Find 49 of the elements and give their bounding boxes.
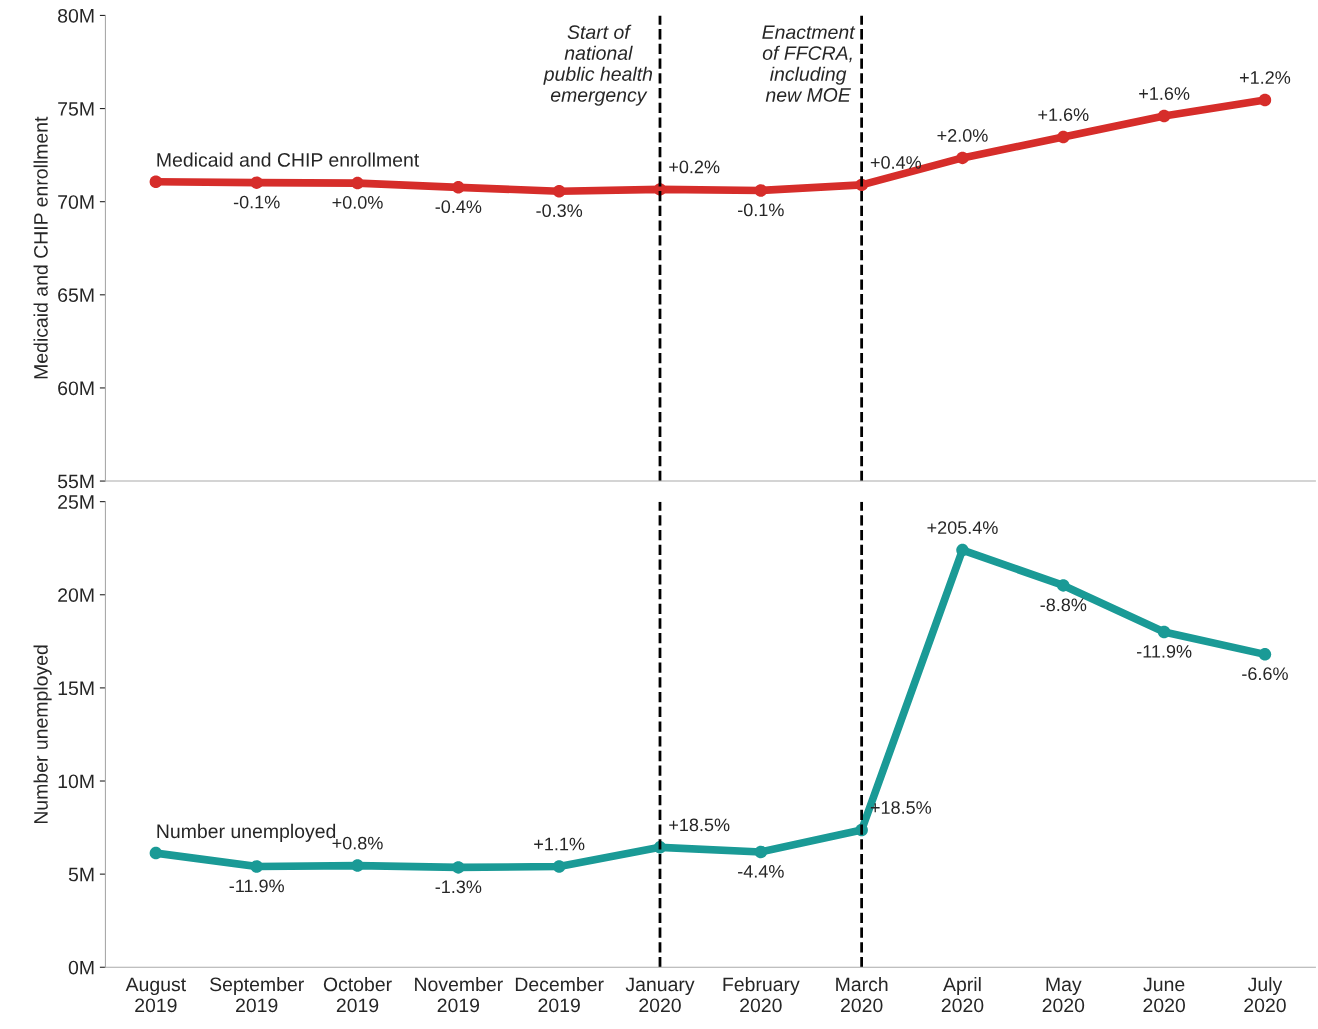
x-tick-label: August 2019 — [125, 977, 186, 1013]
annotation: -1.3% — [435, 880, 482, 894]
annotation: +205.4% — [927, 521, 998, 534]
annotation: -0.4% — [435, 200, 482, 214]
y-axis-title: Medicaid and CHIP enrollment — [33, 116, 48, 379]
annotation: +18.5% — [669, 818, 730, 832]
annotation: -8.8% — [1040, 598, 1087, 612]
annotation: -0.3% — [536, 204, 583, 218]
x-tick-label: June 2020 — [1143, 977, 1185, 1013]
x-tick-label: January 2020 — [625, 977, 695, 1013]
annotation: +1.6% — [1038, 108, 1089, 121]
y-tick-label: 70M — [58, 195, 94, 209]
y-tick-label: 65M — [58, 288, 94, 303]
y-tick-label: 10M — [58, 774, 94, 789]
annotation: Medicaid and CHIP enrollment — [157, 152, 420, 167]
annotation: +1.2% — [1239, 71, 1291, 84]
annotation: +0.2% — [669, 160, 720, 174]
y-tick-label: 75M — [58, 102, 94, 116]
x-tick-label: February 2020 — [723, 976, 800, 1013]
y-tick-label: 20M — [58, 588, 94, 602]
annotation: +1.6% — [1139, 87, 1190, 100]
y-tick-label: 60M — [58, 381, 94, 396]
x-tick-label: November 2019 — [415, 976, 503, 1013]
x-tick-label: September 2019 — [210, 976, 304, 1013]
annotation: -4.4% — [738, 865, 784, 878]
y-tick-label: 55M — [57, 474, 94, 489]
annotation: +0.0% — [332, 196, 383, 209]
x-tick-label: October 2019 — [323, 976, 392, 1013]
annotation: -11.9% — [1136, 644, 1192, 658]
annotation: -0.1% — [233, 195, 280, 209]
annotation: +1.1% — [534, 837, 585, 851]
annotation: -0.1% — [738, 203, 784, 217]
x-tick-label: July 2020 — [1244, 976, 1286, 1013]
y-tick-label: 80M — [58, 8, 94, 23]
annotation: +2.0% — [937, 129, 988, 142]
x-tick-label: December 2019 — [515, 976, 604, 1013]
y-tick-label: 5M — [68, 867, 94, 882]
x-tick-label: March 2020 — [836, 976, 888, 1013]
y-tick-label: 25M — [58, 495, 94, 509]
x-tick-label: April 2020 — [941, 976, 984, 1013]
ref-line-label: Start of national public health emergency — [543, 24, 653, 106]
y-axis-title: Number unemployed — [33, 645, 52, 824]
annotation: -6.6% — [1242, 667, 1288, 681]
y-tick-label: 15M — [58, 681, 94, 696]
y-tick-label: 0M — [68, 960, 94, 975]
x-tick-label: May 2020 — [1042, 977, 1085, 1013]
annotation: +0.4% — [870, 156, 922, 169]
ref-line-label: Enactment of FFCRA, including new MOE — [762, 25, 856, 102]
annotation: -11.9% — [229, 879, 284, 893]
